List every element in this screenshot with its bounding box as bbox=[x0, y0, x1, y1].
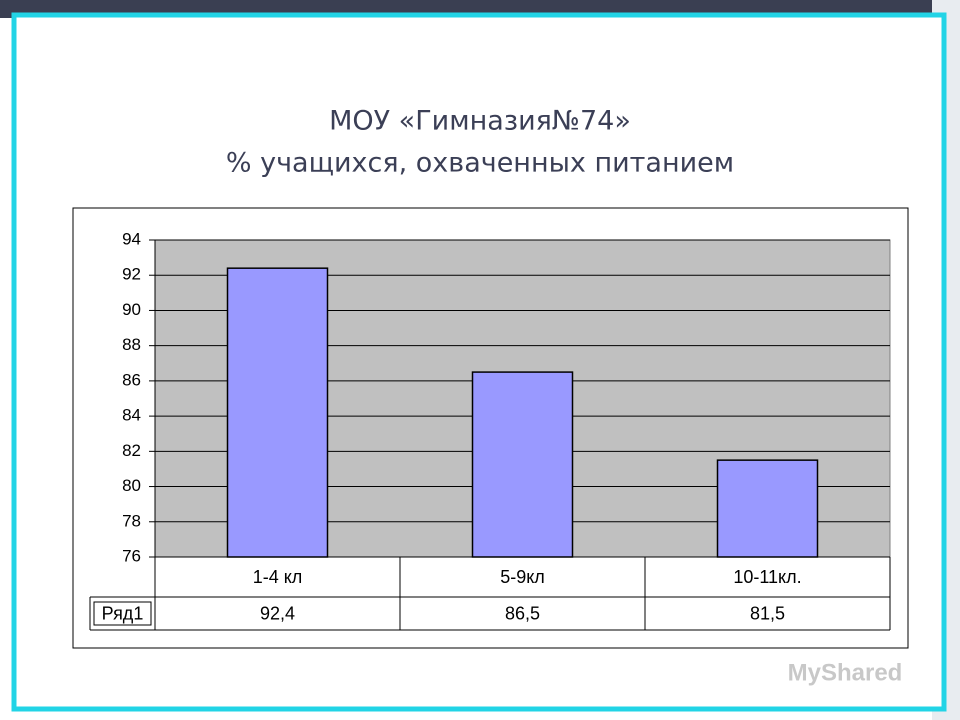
bar bbox=[716, 459, 819, 558]
table-value: 86,5 bbox=[505, 603, 540, 623]
plot: 76 78 80 82 84 86 88 90 92 94 Ряд1 92,4 86,5 81,5 1-4 … bbox=[89, 229, 891, 631]
chart-title: МОУ «Гимназия№74» bbox=[329, 106, 631, 137]
y-tick-label: 82 bbox=[122, 441, 141, 460]
y-tick-label: 76 bbox=[122, 546, 141, 565]
x-tick-label: 10-11кл. bbox=[733, 567, 801, 587]
y-tick-label: 90 bbox=[122, 300, 141, 319]
y-tick-label: 84 bbox=[122, 406, 141, 425]
bar bbox=[226, 267, 329, 558]
y-tick-label: 92 bbox=[122, 265, 141, 284]
y-tick-label: 78 bbox=[122, 511, 141, 530]
bar bbox=[471, 371, 574, 558]
chart-subtitle: % учащихся, охваченных питанием bbox=[226, 148, 734, 179]
x-tick-label: 5-9кл bbox=[500, 567, 545, 587]
watermark: MyShared bbox=[788, 659, 903, 686]
y-tick-label: 86 bbox=[122, 370, 141, 389]
y-tick-label: 88 bbox=[122, 335, 141, 354]
table-value: 81,5 bbox=[750, 603, 785, 623]
y-tick-label: 80 bbox=[122, 476, 141, 495]
x-tick-label: 1-4 кл bbox=[253, 567, 303, 587]
legend-label: Ряд1 bbox=[102, 603, 144, 623]
y-tick-label: 94 bbox=[122, 229, 141, 248]
legend-box bbox=[93, 601, 152, 626]
table-value: 92,4 bbox=[260, 603, 295, 623]
